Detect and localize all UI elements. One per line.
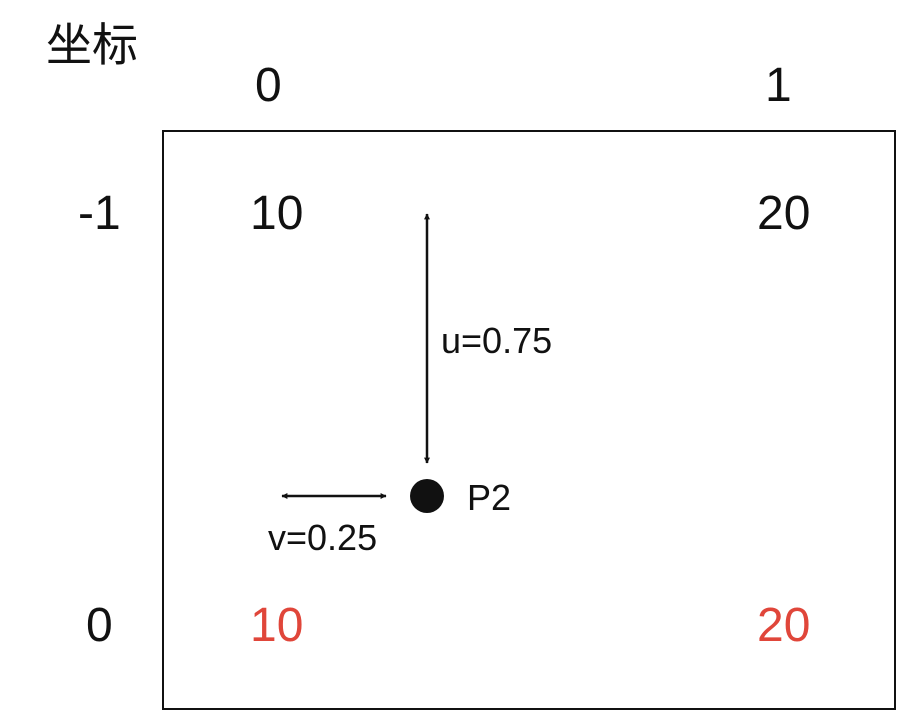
value-bottom-right: 20 bbox=[757, 599, 811, 652]
value-top-right: 20 bbox=[757, 187, 811, 240]
diagram-title: 坐标 bbox=[46, 18, 138, 72]
u-label: u=0.75 bbox=[441, 320, 553, 361]
row-label-0: 0 bbox=[86, 599, 113, 652]
point-p2-dot bbox=[410, 479, 444, 513]
grid-frame bbox=[162, 130, 896, 710]
point-p2-label: P2 bbox=[467, 477, 512, 518]
column-label-1: 1 bbox=[765, 59, 792, 112]
row-label-neg1: -1 bbox=[78, 187, 121, 240]
v-label: v=0.25 bbox=[268, 517, 378, 558]
column-label-0: 0 bbox=[255, 59, 282, 112]
value-top-left: 10 bbox=[250, 187, 304, 240]
value-bottom-left: 10 bbox=[250, 599, 304, 652]
